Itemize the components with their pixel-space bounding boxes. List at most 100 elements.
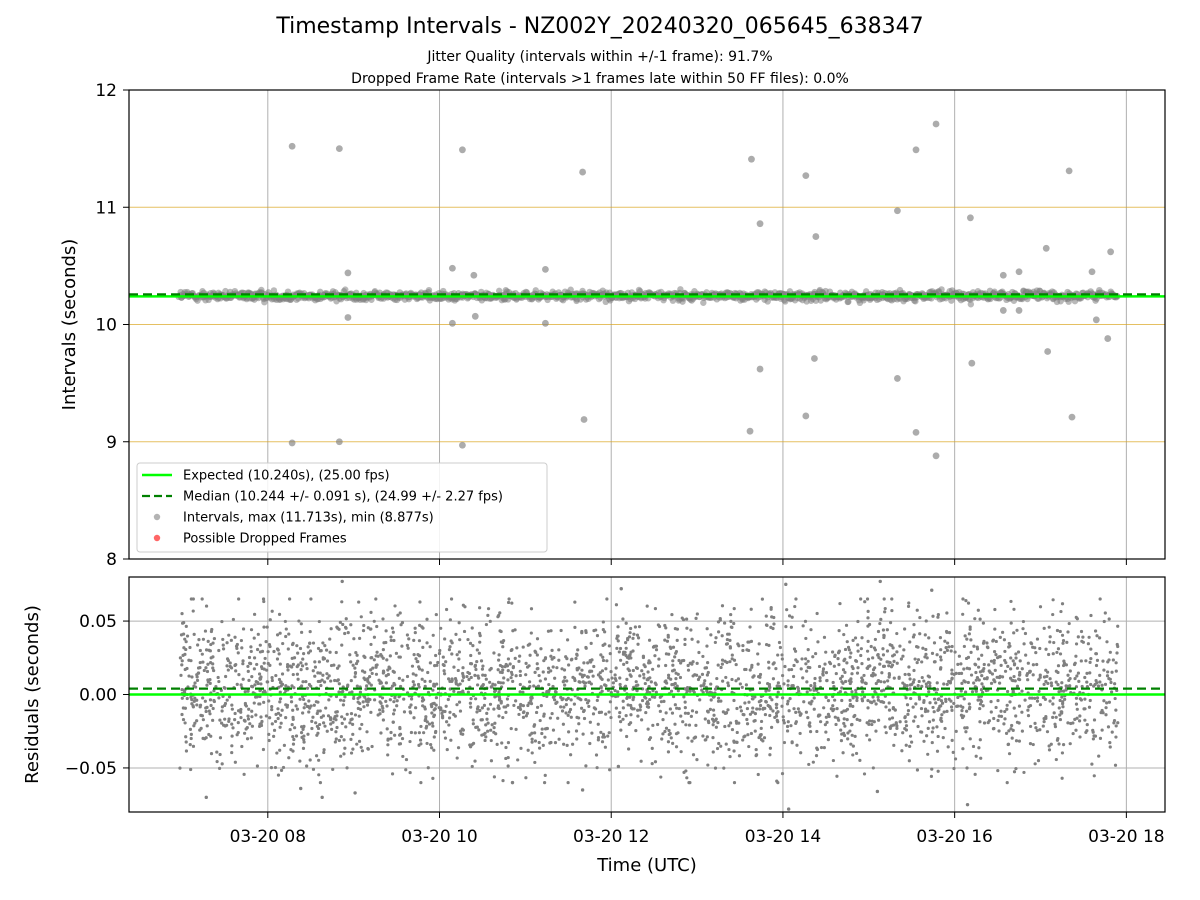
residual-point [295,664,299,669]
residual-point [455,703,459,707]
residual-point [351,732,355,736]
residual-point [871,668,876,672]
residual-point [758,703,763,708]
residual-point [314,754,319,758]
residual-point [814,754,819,758]
residual-point [284,627,288,631]
residual-point [542,714,546,718]
residual-point [457,700,462,704]
residual-point [735,740,739,744]
residual-point [1095,658,1100,662]
residual-point [980,690,985,695]
residual-point [230,744,234,748]
residual-point [497,695,501,699]
residual-point [1024,653,1028,657]
residual-point [618,676,622,680]
residual-point [993,607,997,612]
residual-point [670,711,675,715]
residual-point [578,680,582,684]
residual-point [223,686,227,690]
residual-point [908,677,912,681]
residual-point [297,619,301,623]
residual-point [323,644,327,648]
residual-point [920,714,924,718]
residual-point [626,703,630,707]
residual-point [1059,609,1063,614]
residual-outlier-point [510,780,515,785]
residual-point [625,734,629,739]
residual-point [252,667,256,671]
residual-point [1037,689,1041,693]
residual-point [250,675,254,679]
residual-point [1003,669,1008,673]
residual-point [372,619,376,623]
residual-point [342,752,346,756]
residual-point [604,667,608,671]
residual-point [953,757,958,761]
residual-point [478,640,482,644]
residual-point [1075,707,1079,711]
residual-point [1067,678,1071,683]
residual-point [856,666,860,670]
residual-point [369,610,373,614]
residual-point [768,685,772,690]
residual-point [264,714,268,718]
residual-point [457,650,462,654]
residual-point [739,709,743,713]
residual-point [539,647,543,651]
residual-point [841,751,845,755]
residual-point [607,710,611,714]
residual-point [673,681,677,686]
residual-point [947,697,951,701]
residual-point [714,717,718,721]
residual-point [351,747,355,751]
residual-point [852,714,856,719]
residual-point [506,678,510,682]
residual-point [840,674,844,678]
residual-point [443,736,448,740]
residual-point [821,672,825,676]
residual-outlier-point [299,786,303,791]
residual-point [1108,745,1112,749]
residual-point [727,724,731,728]
residual-point [695,673,699,677]
residual-point [1049,742,1053,746]
residual-point [940,701,945,705]
residual-point [747,744,751,749]
residual-point [1091,737,1095,741]
residual-point [475,648,479,652]
residual-point [632,695,636,699]
residual-point [313,660,317,664]
residual-point [928,681,932,685]
residual-point [932,660,937,664]
residual-point [635,633,640,637]
residual-point [302,738,306,742]
residual-point [985,676,989,680]
residual-point [651,723,655,727]
residual-point [804,636,808,641]
residual-point [370,744,374,749]
residual-point [357,714,361,718]
residual-point [299,731,304,735]
residual-point [603,630,607,634]
residual-point [589,682,593,686]
residual-point [278,662,282,666]
residual-point [604,712,608,716]
residual-point [401,754,405,759]
residual-point [717,741,721,746]
residual-point [289,695,293,699]
residual-point [724,742,728,746]
figure-title: Timestamp Intervals - NZ002Y_20240320_06… [276,14,924,39]
residual-point [726,708,730,712]
residual-point [599,653,603,657]
residual-point [980,682,984,686]
residual-point [298,759,302,763]
residual-point [527,680,532,684]
residual-point [575,715,579,720]
residual-point [325,659,330,663]
interval-point [342,286,349,293]
residual-point [912,719,916,723]
residual-point [337,664,341,668]
residual-point [780,771,785,776]
